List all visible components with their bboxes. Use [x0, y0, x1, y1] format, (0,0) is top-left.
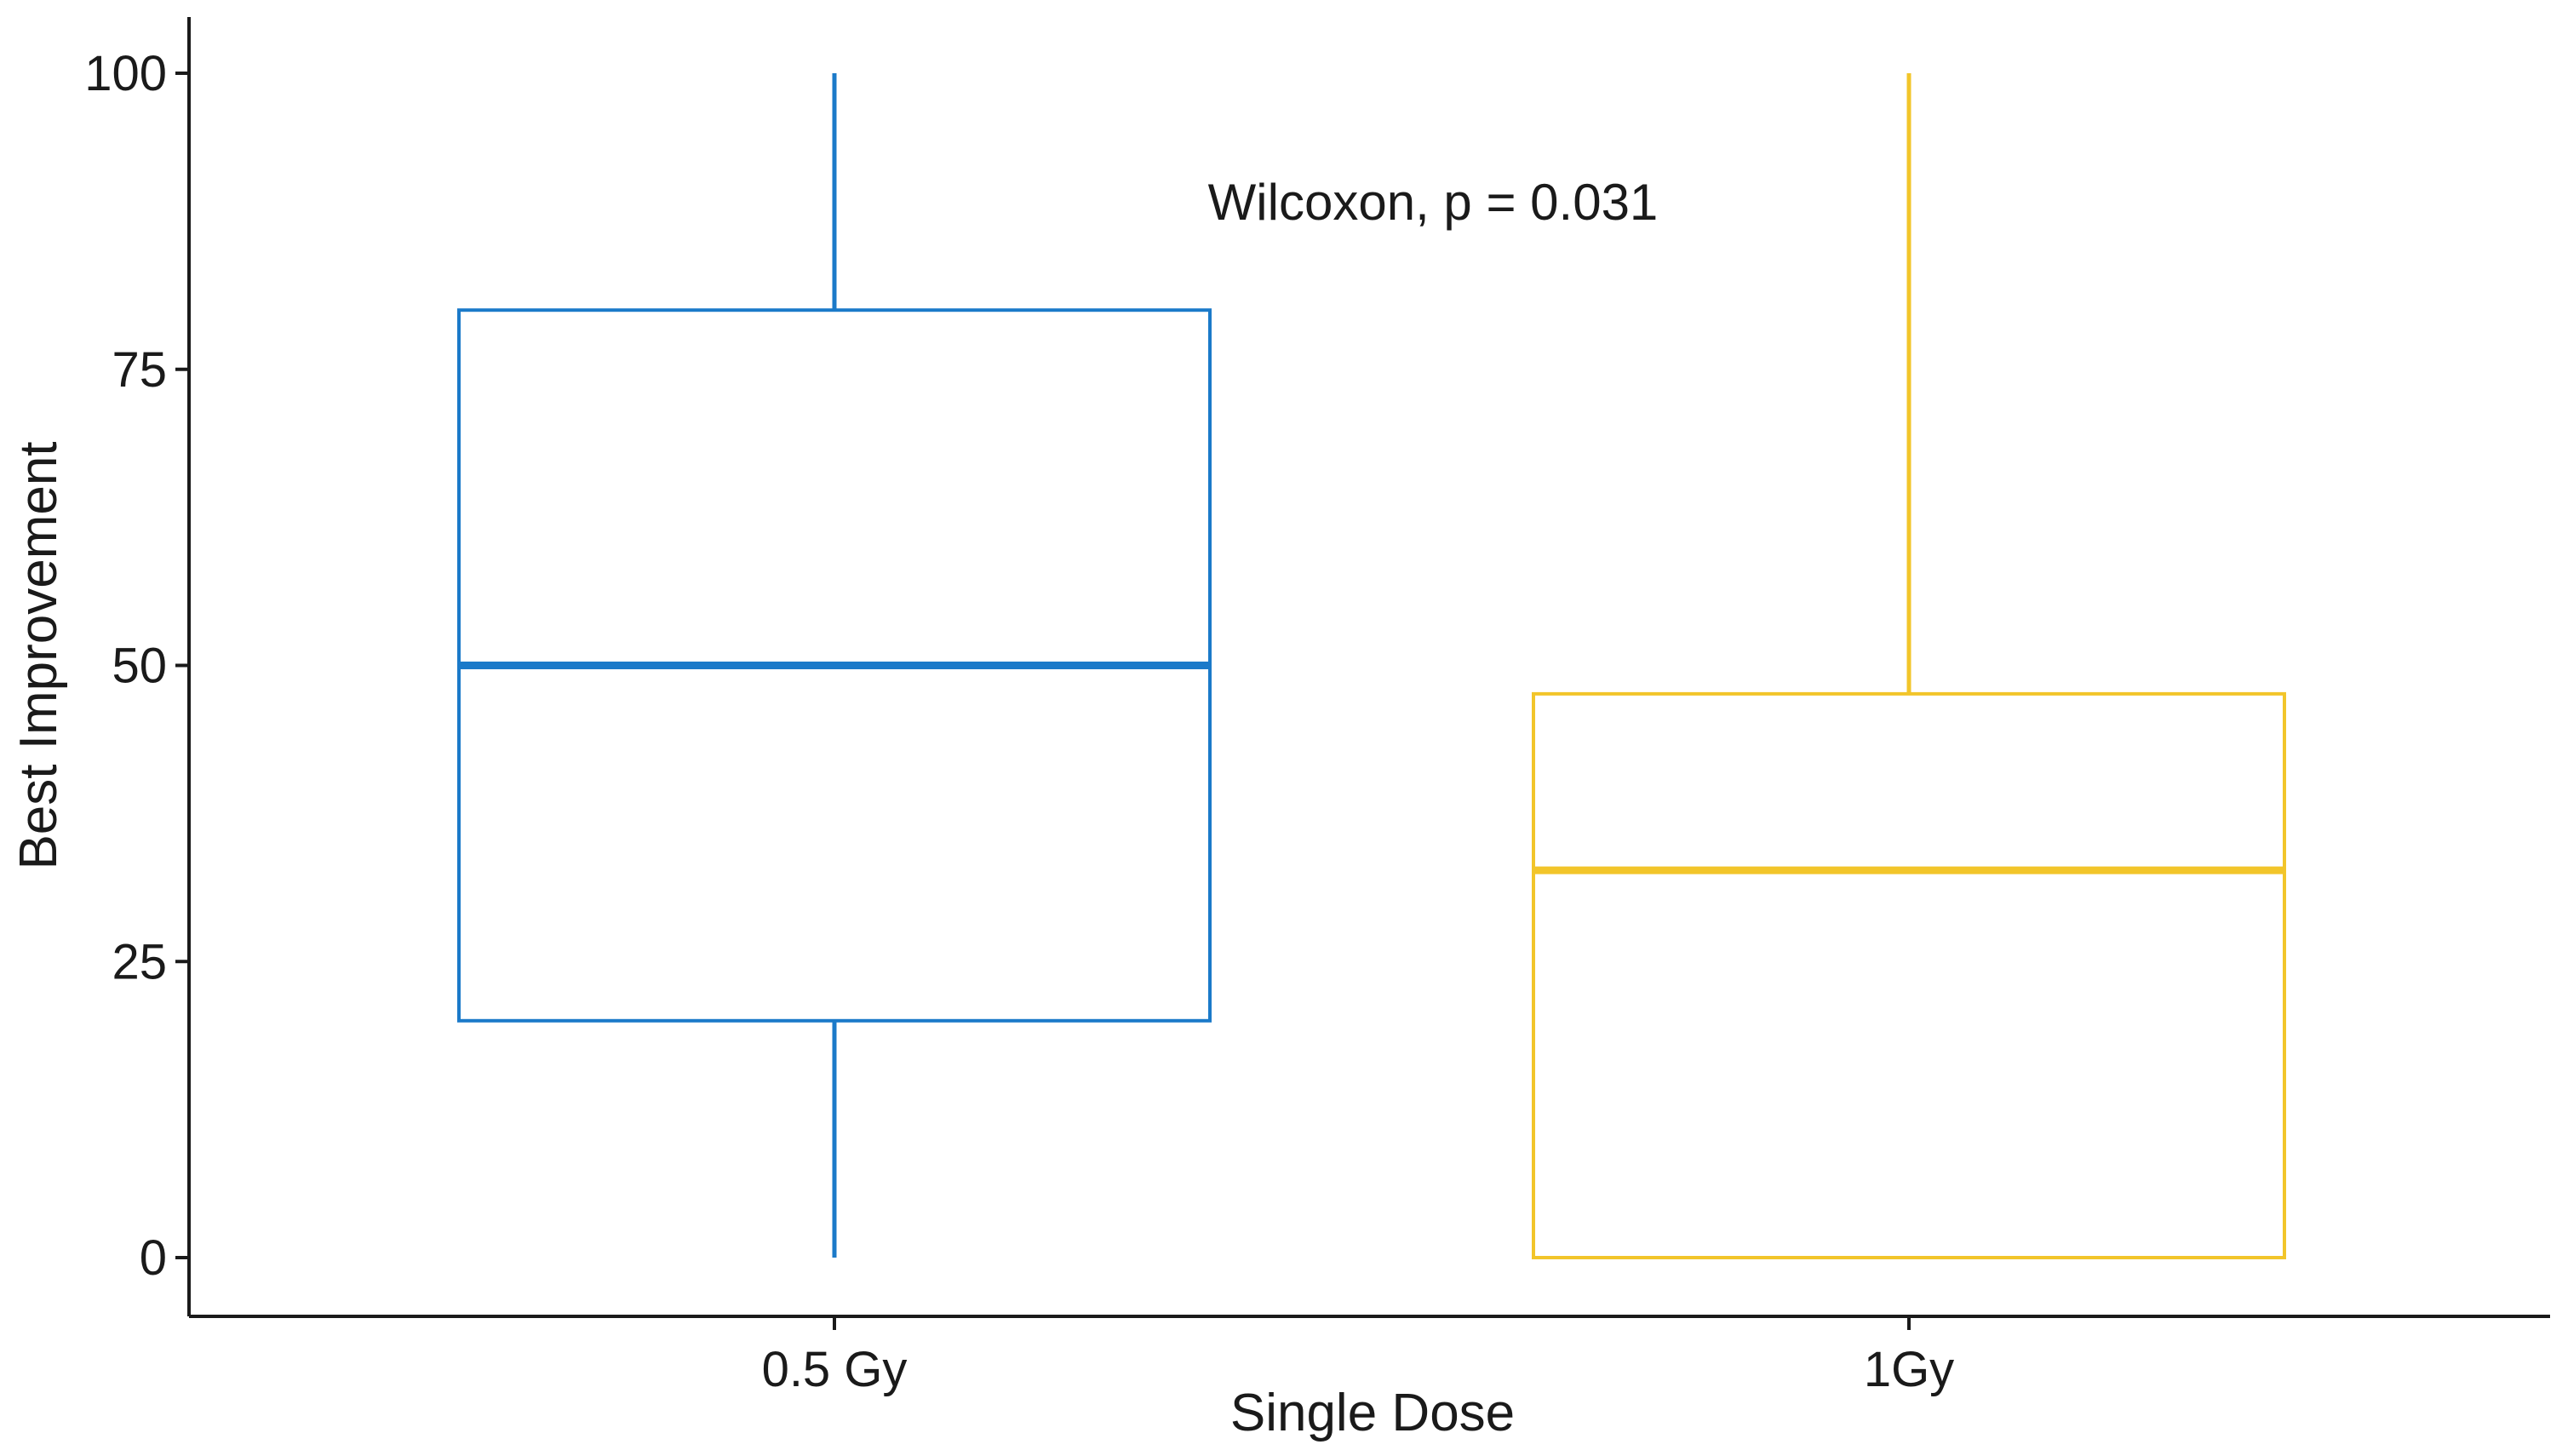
x-tick-label: 1Gy — [1864, 1342, 1954, 1397]
box-group — [1532, 73, 2286, 1259]
y-axis-ticks: 0 25 50 75 100 — [84, 46, 189, 1286]
y-tick-label: 50 — [112, 639, 167, 694]
x-axis-title: Single Dose — [1230, 1384, 1515, 1442]
y-tick-label: 25 — [112, 934, 167, 989]
y-tick-label: 0 — [140, 1230, 167, 1286]
x-tick-label: 0.5 Gy — [762, 1342, 908, 1397]
x-axis-ticks: 0.5 Gy 1Gy — [762, 1316, 1954, 1397]
y-tick-label: 75 — [112, 342, 167, 398]
box-series — [457, 73, 2286, 1259]
wilcoxon-annotation: Wilcoxon, p = 0.031 — [1208, 174, 1659, 231]
y-axis-title: Best Improvement — [9, 441, 68, 869]
iqr-box — [1532, 691, 2286, 1259]
box-group — [457, 73, 1212, 1258]
y-tick-label: 100 — [84, 46, 167, 101]
